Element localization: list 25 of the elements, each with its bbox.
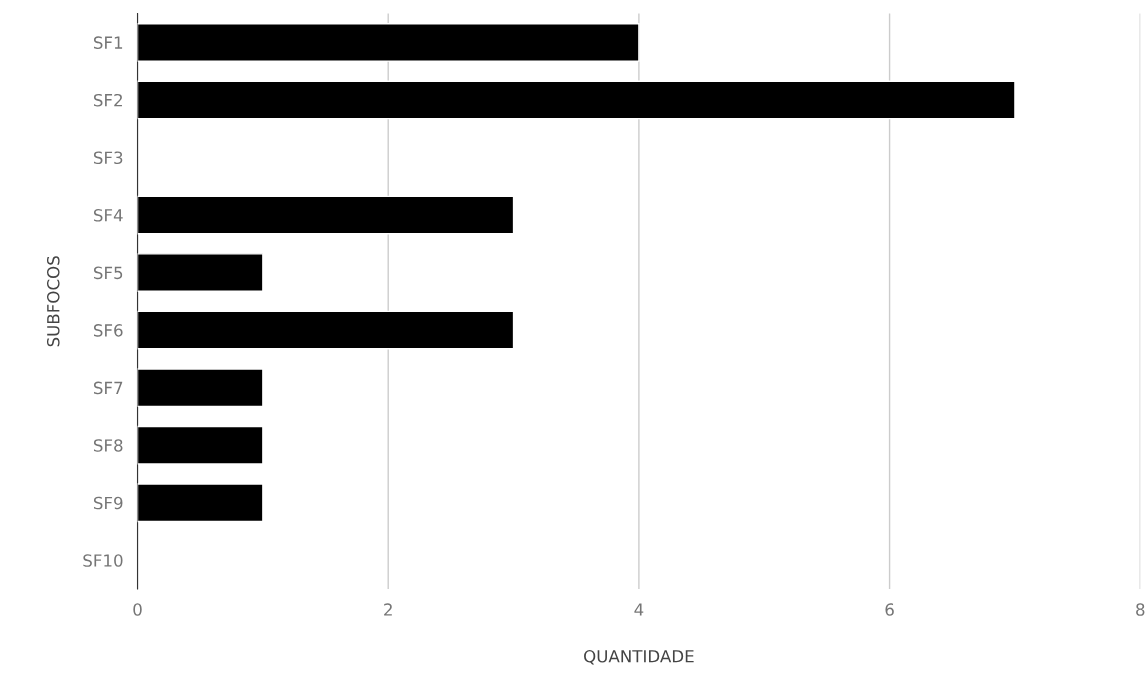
bar [137, 368, 264, 408]
x-axis-title: QUANTIDADE [584, 649, 694, 665]
y-tick-label: SF6 [93, 324, 123, 337]
x-tick-label: 8 [1136, 603, 1145, 616]
y-tick-label: SF2 [93, 93, 122, 107]
y-tick-label: SF10 [83, 554, 123, 567]
x-tick-label: 6 [885, 603, 894, 616]
y-tick-label: SF8 [93, 439, 123, 452]
bar [137, 310, 515, 350]
y-tick-label: SF5 [93, 266, 123, 280]
y-axis-title: SUBFOCOS [46, 256, 60, 347]
x-tick-label: 2 [384, 603, 392, 616]
y-tick-label: SF9 [93, 496, 123, 510]
x-tick-label: 4 [634, 603, 644, 616]
bar [137, 483, 264, 523]
x-tick-label: 0 [133, 603, 142, 616]
bar [137, 22, 640, 62]
bar [137, 195, 515, 235]
bar [137, 253, 264, 292]
y-tick-label: SF4 [93, 208, 123, 222]
y-tick-label: SF3 [93, 151, 123, 165]
y-tick-label: SF1 [93, 36, 123, 49]
bar [137, 425, 264, 465]
y-tick-label: SF7 [93, 381, 123, 395]
bar [137, 80, 1016, 120]
